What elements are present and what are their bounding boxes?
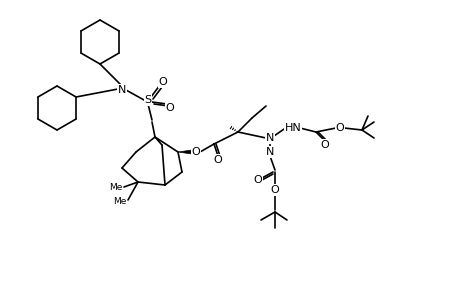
Text: HN: HN: [284, 123, 301, 133]
Text: O: O: [191, 147, 200, 157]
Text: O: O: [158, 77, 167, 87]
Text: O: O: [320, 140, 329, 150]
Text: N: N: [265, 147, 274, 157]
Text: N: N: [265, 133, 274, 143]
Text: N: N: [118, 85, 126, 95]
Polygon shape: [178, 150, 191, 154]
Text: O: O: [335, 123, 344, 133]
Text: O: O: [165, 103, 174, 113]
Text: O: O: [270, 185, 279, 195]
Text: S: S: [144, 95, 151, 105]
Text: O: O: [213, 155, 222, 165]
Text: Me: Me: [113, 197, 126, 206]
Text: Me: Me: [109, 182, 123, 191]
Text: O: O: [253, 175, 262, 185]
